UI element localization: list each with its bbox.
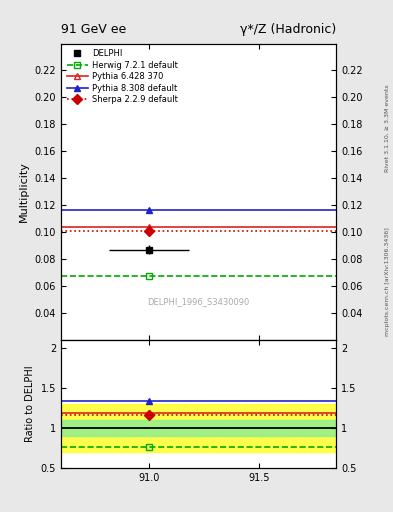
Y-axis label: Multiplicity: Multiplicity <box>19 161 29 222</box>
Y-axis label: Ratio to DELPHI: Ratio to DELPHI <box>25 366 35 442</box>
Text: Rivet 3.1.10, ≥ 3.3M events: Rivet 3.1.10, ≥ 3.3M events <box>385 84 389 172</box>
Text: mcplots.cern.ch [arXiv:1306.3436]: mcplots.cern.ch [arXiv:1306.3436] <box>385 227 389 336</box>
Bar <box>61 420 336 436</box>
Legend: DELPHI, Herwig 7.2.1 default, Pythia 6.428 370, Pythia 8.308 default, Sherpa 2.2: DELPHI, Herwig 7.2.1 default, Pythia 6.4… <box>65 48 179 106</box>
Bar <box>61 404 336 453</box>
Text: DELPHI_1996_S3430090: DELPHI_1996_S3430090 <box>147 296 250 306</box>
Text: γ*/Z (Hadronic): γ*/Z (Hadronic) <box>240 23 336 36</box>
Text: 91 GeV ee: 91 GeV ee <box>61 23 126 36</box>
